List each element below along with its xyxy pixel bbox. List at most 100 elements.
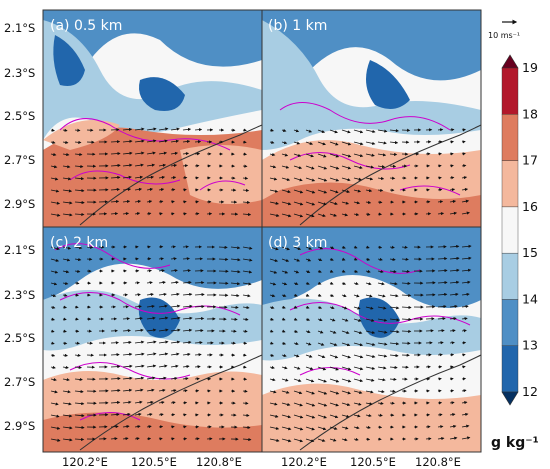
wind-vector	[134, 212, 141, 216]
wind-vector	[242, 305, 250, 310]
wind-vector	[62, 281, 69, 286]
wind-vector	[365, 318, 375, 322]
wind-vector	[329, 414, 339, 419]
wind-vector	[449, 329, 456, 333]
wind-vector	[353, 306, 361, 310]
wind-vector	[389, 365, 398, 370]
wind-vector	[134, 151, 145, 155]
wind-vector	[269, 426, 280, 430]
colorbar-segment	[501, 252, 519, 300]
moisture-field-d	[262, 227, 481, 452]
wind-vector	[341, 281, 347, 285]
wind-vector	[329, 342, 338, 347]
wind-vector	[50, 213, 61, 217]
wind-vector	[269, 438, 280, 442]
wind-vector	[353, 318, 362, 322]
wind-vector	[461, 401, 468, 405]
wind-vector	[437, 436, 445, 441]
wind-vector	[194, 437, 200, 441]
wind-vector	[242, 413, 250, 417]
wind-vector	[134, 400, 143, 404]
wind-vector	[449, 401, 455, 405]
wind-vector	[50, 140, 56, 144]
wind-vector	[158, 316, 169, 320]
wind-vector	[317, 305, 323, 309]
wind-vector	[293, 165, 303, 170]
wind-vector	[62, 426, 73, 430]
wind-vector	[437, 317, 446, 321]
wind-vector	[62, 177, 72, 181]
wind-vector	[461, 424, 470, 428]
wind-vector	[281, 165, 290, 169]
wind-vector	[305, 390, 315, 395]
wind-vector	[281, 414, 292, 419]
wind-vector	[269, 189, 279, 193]
wind-vector	[230, 305, 239, 309]
y-tick-label: 2.5°S	[4, 109, 35, 123]
wind-vector	[146, 388, 155, 392]
wind-vector	[305, 129, 313, 133]
wind-vector	[170, 280, 179, 285]
wind-vector	[86, 245, 94, 249]
wind-vector	[122, 127, 133, 132]
wind-vector	[230, 246, 241, 250]
wind-vector	[62, 140, 69, 144]
wind-vector	[341, 165, 352, 170]
panel-title-d: (d) 3 km	[268, 235, 327, 251]
wind-vector	[305, 201, 316, 206]
wind-vector	[389, 318, 400, 322]
wind-vector	[269, 378, 276, 382]
wind-vector	[317, 189, 328, 194]
wind-vector	[377, 245, 383, 249]
wind-vector	[134, 316, 143, 321]
wind-vector	[50, 246, 60, 251]
wind-vector	[62, 258, 71, 262]
x-tick-label: 120.2°E	[281, 455, 327, 469]
wind-vector	[134, 293, 141, 297]
colorbar-over-triangle	[501, 54, 519, 69]
wind-vector	[158, 127, 169, 131]
wind-vector	[449, 413, 456, 417]
wind-vector	[353, 402, 362, 406]
wind-vector	[449, 176, 455, 180]
wind-vector	[170, 151, 179, 155]
wind-vector	[341, 189, 350, 193]
wind-vector	[170, 389, 177, 393]
colorbar-segment	[501, 299, 519, 346]
wind-vector	[281, 353, 287, 358]
wind-vector	[50, 402, 59, 406]
wind-vector	[62, 390, 71, 394]
wind-vector	[317, 330, 324, 334]
wind-vector	[170, 268, 178, 273]
wind-vector	[146, 400, 154, 404]
wind-vector	[461, 341, 467, 345]
wind-vector	[50, 365, 56, 369]
wind-vector	[365, 282, 372, 286]
panel-b: (b) 1 km	[261, 9, 482, 228]
wind-vector	[146, 292, 154, 297]
colorbar-segment	[501, 67, 519, 115]
wind-vector	[269, 128, 274, 132]
wind-vector	[317, 129, 326, 133]
wind-vector	[437, 341, 444, 345]
wind-vector	[110, 365, 121, 369]
wind-vector	[449, 304, 458, 309]
wind-vector	[329, 293, 335, 297]
wind-vector	[134, 437, 140, 441]
wind-vector	[305, 189, 316, 194]
wind-vector	[158, 175, 166, 180]
wind-vector	[62, 317, 67, 321]
wind-vector	[269, 213, 280, 217]
wind-vector	[377, 425, 383, 429]
wind-vector	[365, 257, 371, 261]
wind-vector	[293, 213, 304, 218]
wind-vector	[134, 388, 144, 392]
wind-vector	[194, 328, 204, 333]
wind-vector	[293, 438, 304, 443]
wind-vector	[242, 188, 250, 192]
wind-vector	[62, 329, 67, 333]
wind-vector	[158, 400, 165, 405]
wind-vector	[134, 376, 145, 380]
wind-vector	[122, 175, 132, 179]
wind-vector	[281, 390, 290, 394]
